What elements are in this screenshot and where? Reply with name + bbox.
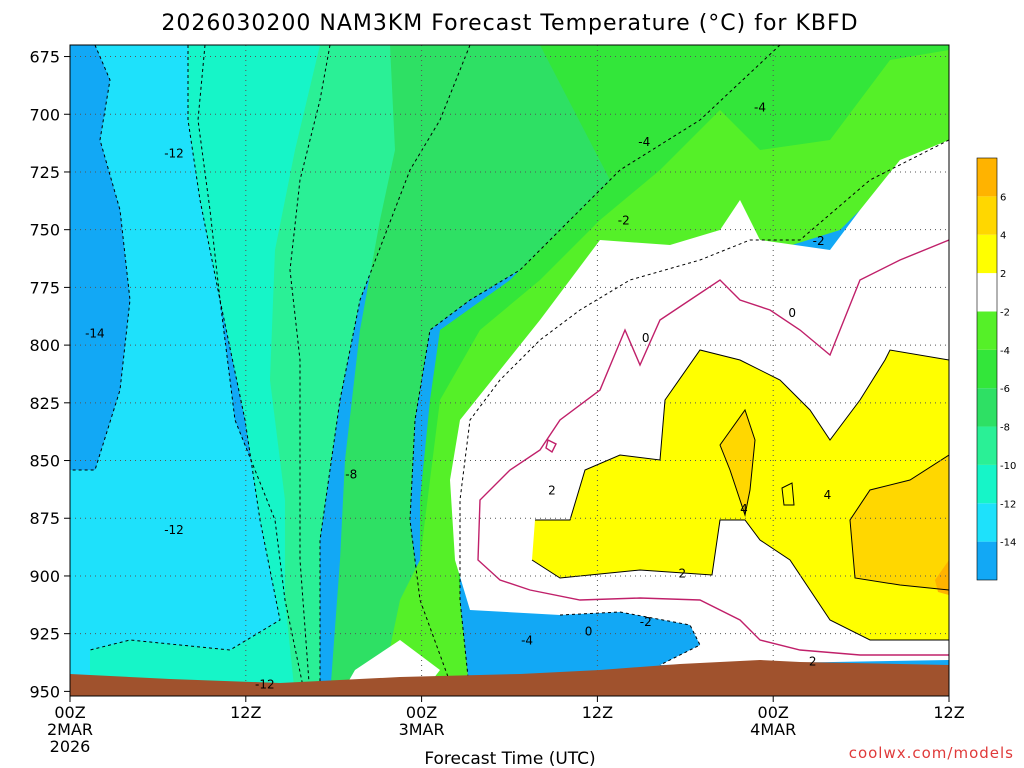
negative-isotherms — [70, 45, 949, 696]
isotherm-minus6 — [319, 45, 471, 696]
x-tick-label: 12Z — [230, 703, 261, 722]
contour-label: -4 — [638, 135, 650, 149]
band-plus4 — [720, 410, 949, 590]
contour-label: 0 — [788, 306, 796, 320]
y-tick-label: 725 — [29, 163, 60, 182]
colorbar-label: 6 — [1000, 192, 1006, 203]
band-minus12 — [70, 45, 305, 696]
x-tick-label: 00Z — [54, 703, 85, 722]
y-tick-label: 700 — [29, 105, 60, 124]
isotherm-minus12-left — [89, 45, 281, 651]
contour-label: 2 — [548, 484, 556, 498]
isotherm-plus4-c — [781, 482, 795, 506]
isotherm-minus2-low — [559, 611, 701, 666]
x-tick-label: 12Z — [582, 703, 613, 722]
isotherm-minus4 — [409, 45, 781, 696]
contour-label: -8 — [345, 467, 357, 481]
isotherm-plus4-b — [849, 454, 949, 591]
x-tick-year: 2026 — [50, 737, 91, 756]
contour-label: 2 — [809, 654, 817, 668]
colorbar: -14 -12 -10 -8 -6 -4 -2 2 4 6 — [976, 157, 1016, 581]
y-tick-label: 950 — [29, 682, 60, 701]
x-tick-label: 00Z — [758, 703, 789, 722]
credit-text: coolwx.com/models — [849, 744, 1014, 762]
y-tick-label: 750 — [29, 221, 60, 240]
band-plus6 — [935, 560, 949, 595]
isotherm-zero-upper — [477, 239, 949, 656]
colorbar-label: 2 — [1000, 269, 1006, 280]
y-tick-label: 800 — [29, 336, 60, 355]
band-minus10 — [90, 45, 330, 696]
colorbar-frame — [976, 157, 998, 581]
colorbar-label: -6 — [1000, 384, 1010, 395]
contour-label: -4 — [521, 634, 533, 648]
colorbar-swatch — [977, 349, 997, 389]
zero-isotherm — [477, 239, 949, 656]
colorbar-swatch — [977, 464, 997, 504]
isotherm-plus2-lower — [531, 519, 949, 641]
contour-label: -4 — [754, 100, 766, 114]
colorbar-swatch — [977, 234, 997, 274]
isotherm-minus10 — [197, 45, 306, 696]
isotherm-plus2 — [535, 349, 949, 521]
x-tick-label: 00Z — [406, 703, 437, 722]
y-tick-label: 825 — [29, 394, 60, 413]
grid — [70, 45, 949, 696]
contour-label: 2 — [679, 567, 687, 581]
y-tick-label: 775 — [29, 278, 60, 297]
colorbar-swatch — [977, 503, 997, 542]
colorbar-label: -14 — [1000, 538, 1016, 549]
colorbar-swatch — [977, 311, 997, 350]
colorbar-label: 4 — [1000, 231, 1006, 242]
contour-label: 4 — [824, 488, 832, 502]
contour-label: -2 — [640, 615, 652, 629]
colorbar-swatch — [977, 273, 997, 312]
colorbar-label: -8 — [1000, 423, 1010, 434]
plot-frame — [69, 44, 950, 697]
colorbar-label: -10 — [1000, 461, 1016, 472]
y-tick-label: 850 — [29, 452, 60, 471]
colorbar-swatch — [977, 158, 997, 197]
band-minus6 — [330, 45, 780, 696]
x-axis-label: Forecast Time (UTC) — [424, 749, 595, 768]
contour-label: -14 — [85, 327, 105, 341]
colorbar-swatch — [977, 541, 997, 580]
colorbar-swatch — [977, 388, 997, 427]
contour-label: 4 — [740, 502, 748, 516]
contour-label: -12 — [255, 677, 275, 691]
band-minus2 — [380, 50, 949, 696]
isotherm-zero-loop — [545, 438, 557, 454]
y-tick-label: 675 — [29, 48, 60, 67]
y-tick-label: 900 — [29, 567, 60, 586]
contour-label: -12 — [164, 147, 184, 161]
ground — [70, 660, 949, 696]
isotherm-minus2 — [459, 139, 949, 696]
contour-label: -2 — [618, 213, 630, 227]
band-minus8 — [270, 45, 470, 696]
contour-label: -12 — [164, 523, 184, 537]
colorbar-swatch — [977, 426, 997, 465]
x-tick-label: 12Z — [933, 703, 964, 722]
isotherm-minus14 — [70, 45, 131, 471]
contour-label: 0 — [585, 624, 593, 638]
isotherm-plus4-a — [719, 408, 756, 517]
x-tick-date: 4MAR — [750, 720, 796, 739]
y-axis: 675 700 725 750 775 800 825 850 875 900 925 950 — [29, 48, 70, 701]
colorbar-label: -12 — [1000, 499, 1016, 510]
colorbar-swatch — [977, 196, 997, 235]
x-tick-date: 3MAR — [399, 720, 445, 739]
contour-label: -2 — [813, 234, 825, 248]
colorbar-label: -4 — [1000, 346, 1010, 357]
colorbar-label: -2 — [1000, 307, 1010, 318]
y-tick-label: 875 — [29, 509, 60, 528]
chart-title: 2026030200 NAM3KM Forecast Temperature (… — [161, 11, 858, 36]
positive-isotherms — [531, 349, 949, 641]
x-tick-date: 2MAR — [47, 720, 93, 739]
contour-label: 0 — [642, 331, 650, 345]
y-tick-label: 925 — [29, 625, 60, 644]
